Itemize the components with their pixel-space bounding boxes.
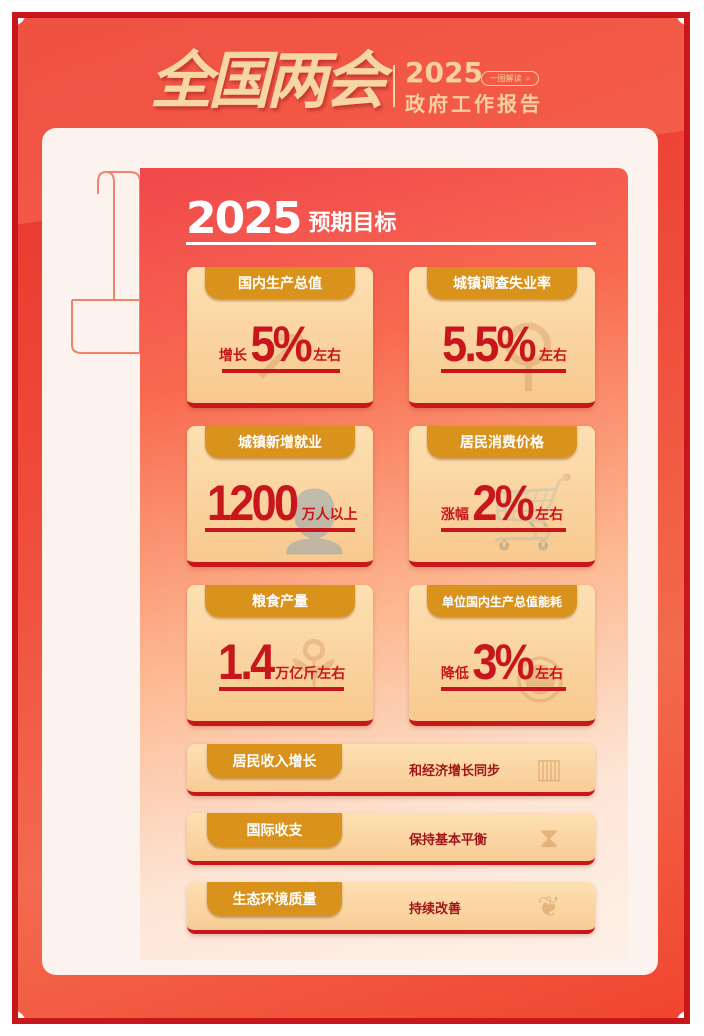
card-title: 城镇调查失业率 xyxy=(427,267,577,299)
value-underline xyxy=(205,528,355,532)
row-title: 国际收支 xyxy=(207,813,342,847)
goal-card-gdp: ↗ 国内生产总值 增长 5% 左右 xyxy=(187,267,373,408)
hourglass-icon: ⧗ xyxy=(539,821,559,854)
row-text: 持续改善 xyxy=(409,902,462,917)
title-underline xyxy=(186,242,596,245)
card-suffix: 万人以上 xyxy=(301,507,358,523)
card-suffix: 左右 xyxy=(313,348,342,364)
card-value: 5.5% xyxy=(442,316,536,372)
section-year: 2025 xyxy=(186,193,302,244)
header-subtitle: 政府工作报告 xyxy=(405,92,543,116)
card-prefix: 增长 xyxy=(218,348,247,364)
section-title: 2025 预期目标 xyxy=(186,197,396,241)
goal-card-cpi: 🛒 居民消费价格 涨幅 2% 左右 xyxy=(409,426,595,567)
row-text: 和经济增长同步 xyxy=(409,764,501,779)
header-badge: 一图解读 ⌕ xyxy=(481,71,539,86)
card-prefix: 涨幅 xyxy=(440,507,469,523)
value-underline xyxy=(441,369,566,373)
card-value: 1.4 xyxy=(217,634,275,690)
card-value: 5% xyxy=(250,316,312,372)
goal-card-unemployment: ⚲ 城镇调查失业率 5.5% 左右 xyxy=(409,267,595,408)
sprout-icon: ❦ xyxy=(537,890,561,923)
card-title: 粮食产量 xyxy=(205,585,355,617)
corner-notch xyxy=(18,18,26,26)
trend-chart-icon: ↗ xyxy=(247,307,315,400)
corner-notch xyxy=(676,1010,684,1018)
card-title: 城镇新增就业 xyxy=(205,426,355,458)
badge-label: 一图解读 xyxy=(489,74,522,83)
card-suffix: 左右 xyxy=(535,507,564,523)
header-year: 2025 xyxy=(405,56,483,89)
card-title: 居民消费价格 xyxy=(427,426,577,458)
card-value: 1200 xyxy=(207,475,299,531)
goal-card-energy: ◉ 单位国内生产总值能耗 降低 3% 左右 xyxy=(409,585,595,726)
card-title: 单位国内生产总值能耗 xyxy=(427,585,577,617)
row-text: 保持基本平衡 xyxy=(409,833,488,848)
value-underline xyxy=(441,528,566,532)
corner-notch xyxy=(676,18,684,26)
section-label: 预期目标 xyxy=(308,211,397,236)
worker-icon: 👤 xyxy=(277,487,352,557)
goal-row-environment: 生态环境质量 持续改善 ❦ xyxy=(187,882,595,934)
card-suffix: 左右 xyxy=(538,348,567,364)
goal-card-employment: 👤 城镇新增就业 1200 万人以上 xyxy=(187,426,373,567)
value-underline xyxy=(222,369,340,373)
card-value: 3% xyxy=(472,634,534,690)
card-suffix: 左右 xyxy=(535,666,564,682)
corner-notch xyxy=(18,1010,26,1018)
coins-icon: ◉ xyxy=(514,640,567,710)
shopping-cart-icon: 🛒 xyxy=(489,471,577,553)
value-underline xyxy=(219,687,344,691)
scroll-decoration xyxy=(71,171,141,354)
goal-row-balance: 国际收支 保持基本平衡 ⧗ xyxy=(187,813,595,865)
barcode-scan-icon: ▥ xyxy=(535,752,563,785)
value-underline xyxy=(441,687,566,691)
header-divider xyxy=(393,65,395,107)
goal-card-grain: ⚘ 粮食产量 1.4 万亿斤左右 xyxy=(187,585,373,726)
header-title: 全国两会 xyxy=(150,44,386,117)
goal-row-income: 居民收入增长 和经济增长同步 ▥ xyxy=(187,744,595,796)
card-value: 2% xyxy=(472,475,534,531)
row-title: 生态环境质量 xyxy=(207,882,342,916)
magnifier-icon: ⚲ xyxy=(499,307,558,400)
search-icon: ⌕ xyxy=(525,73,531,83)
card-suffix: 万亿斤左右 xyxy=(275,666,346,682)
card-prefix: 降低 xyxy=(440,666,469,682)
card-title: 国内生产总值 xyxy=(205,267,355,299)
row-title: 居民收入增长 xyxy=(207,744,342,778)
wheat-icon: ⚘ xyxy=(282,625,345,707)
